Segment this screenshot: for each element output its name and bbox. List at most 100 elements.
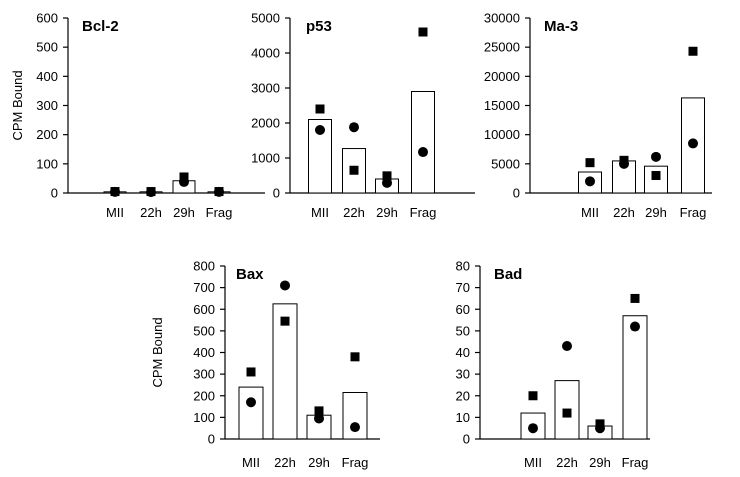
y-tick-label: 100 [36,156,58,171]
y-tick-label: 15000 [484,98,520,113]
y-tick-label: 4000 [251,46,280,61]
bar [238,386,264,440]
category-label: MII [106,205,124,220]
y-tick-label: 25000 [484,40,520,55]
category-label: MII [242,455,260,470]
y-tick-label: 70 [456,280,470,295]
panel-title: Ma-3 [544,18,578,35]
panel-title: Bcl-2 [82,18,119,35]
category-label: 29h [589,455,611,470]
y-tick-label: 700 [193,280,215,295]
panel-p53: 0 1000 2000 3000 4000 5000 p53 MII 22h 29h Frag [251,11,475,220]
y-tick-label: 2000 [251,116,280,131]
y-tick-label: 1000 [251,151,280,166]
circle-point [349,122,359,133]
square-point [214,187,224,197]
panel-bcl2: 0 100 200 300 400 500 600 Bcl-2 CPM Bound MII 22h 2… [10,11,265,220]
category-label: MII [581,205,599,220]
square-point [585,158,595,168]
circle-point [350,422,360,433]
y-tick-label: 800 [193,259,215,274]
y-tick-label: 10 [456,410,470,425]
y-tick-label: 0 [208,432,215,447]
category-label: 29h [645,205,667,220]
circle-point [315,125,325,135]
y-tick-label: 300 [36,98,58,113]
category-label: Frag [206,205,233,220]
y-tick-label: 30 [456,367,470,382]
category-label: 22h [343,205,365,220]
y-tick-label: 80 [456,259,470,274]
y-tick-label: 300 [193,367,215,382]
square-point [562,408,572,418]
panel-bax: 0 100 200 300 400 500 600 700 800 Bax CPM Bound MII… [150,259,380,470]
category-label: Frag [622,455,649,470]
bar [622,315,648,440]
y-tick-label: 0 [463,432,470,447]
circle-point [246,397,256,408]
y-tick-label: 0 [273,186,280,201]
y-tick-label: 400 [36,69,58,84]
y-tick-label: 0 [513,186,520,201]
panel-title: Bax [236,266,264,283]
square-point [246,367,256,377]
y-tick-label: 600 [36,11,58,26]
category-label: MII [524,455,542,470]
y-tick-label: 10000 [484,127,520,142]
circle-point [688,138,698,149]
y-tick-label: 40 [456,345,470,360]
bar [520,412,546,440]
square-point [349,165,359,175]
square-point [382,171,392,181]
y-tick-label: 200 [36,127,58,142]
square-point [619,155,629,165]
circle-point [651,151,661,162]
category-label: 22h [613,205,635,220]
y-tick-label: 200 [193,388,215,403]
category-label: 29h [308,455,330,470]
y-tick-label: 3000 [251,81,280,96]
y-axis-label: CPM Bound [10,70,25,140]
panel-ma3: 0 5000 10000 15000 20000 25000 30000 Ma-3 MII 22h… [484,11,712,220]
y-tick-label: 500 [193,323,215,338]
square-point [418,27,428,37]
circle-point [418,147,428,158]
circle-point [314,413,324,424]
y-axis-label: CPM Bound [150,317,165,387]
square-point [110,187,120,197]
y-tick-label: 5000 [251,11,280,26]
circle-point [630,321,640,332]
bar [411,91,435,194]
square-point [528,391,538,401]
y-tick-label: 50 [456,323,470,338]
square-point [630,293,640,303]
category-label: 22h [556,455,578,470]
category-label: 22h [140,205,162,220]
y-tick-label: 30000 [484,11,520,26]
circle-point [528,423,538,434]
panel-bad: 0 10 20 30 40 50 60 70 80 Bad MII 22h 29h Frag [456,259,650,470]
square-point [280,316,290,326]
bar [272,303,298,440]
y-tick-label: 0 [51,186,58,201]
square-point [179,172,189,182]
y-tick-label: 100 [193,410,215,425]
y-tick-label: 500 [36,40,58,55]
category-label: 29h [376,205,398,220]
category-label: MII [311,205,329,220]
square-point [315,104,325,114]
y-tick-label: 600 [193,302,215,317]
square-point [146,187,156,197]
square-point [595,419,605,429]
panel-title: p53 [306,18,332,35]
y-tick-label: 20 [456,388,470,403]
y-tick-label: 5000 [491,156,520,171]
category-label: Frag [342,455,369,470]
square-point [314,406,324,416]
category-label: Frag [680,205,707,220]
circle-point [280,280,290,291]
y-tick-label: 20000 [484,69,520,84]
category-label: Frag [410,205,437,220]
circle-point [562,341,572,352]
